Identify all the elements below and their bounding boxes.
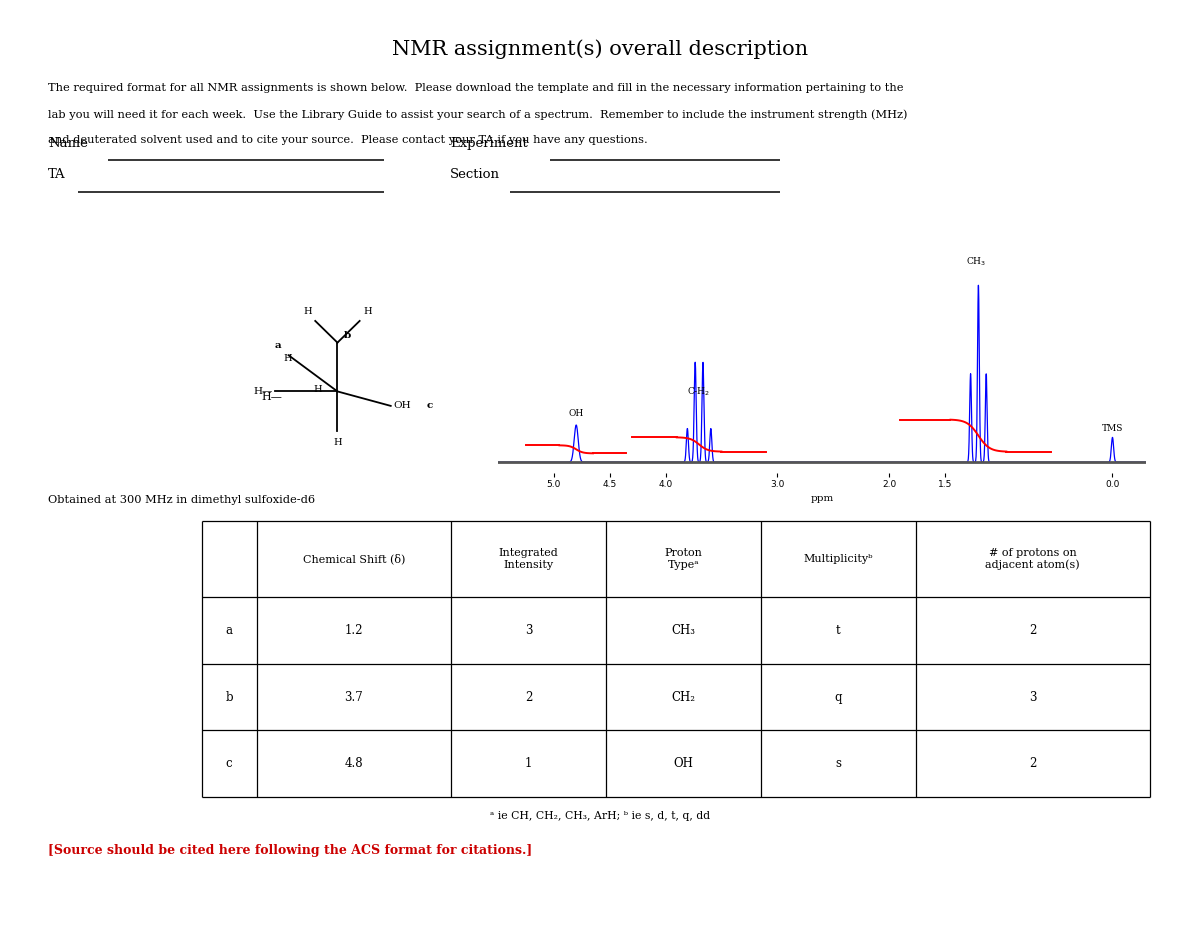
Text: s: s	[835, 757, 841, 770]
Text: Section: Section	[450, 168, 500, 181]
Text: a: a	[274, 341, 281, 349]
Text: # of protons on
adjacent atom(s): # of protons on adjacent atom(s)	[985, 548, 1080, 570]
Text: 4.8: 4.8	[344, 757, 364, 770]
Text: H: H	[304, 307, 312, 315]
Text: OH: OH	[569, 409, 584, 418]
Text: 1: 1	[524, 757, 533, 770]
Text: 2: 2	[1030, 757, 1037, 770]
Text: t: t	[836, 624, 841, 637]
Text: b: b	[226, 691, 233, 704]
Text: TMS: TMS	[1102, 424, 1123, 433]
Text: Obtained at 300 MHz in dimethyl sulfoxide-d6: Obtained at 300 MHz in dimethyl sulfoxid…	[48, 495, 316, 505]
Text: Chemical Shift (δ): Chemical Shift (δ)	[302, 553, 406, 565]
Text: CH$_3$: CH$_3$	[966, 255, 986, 268]
Text: 2: 2	[1030, 624, 1037, 637]
Text: H: H	[334, 438, 342, 448]
Text: Multiplicityᵇ: Multiplicityᵇ	[804, 554, 874, 564]
Text: NMR assignment(s) overall description: NMR assignment(s) overall description	[392, 39, 808, 58]
Text: 1.2: 1.2	[344, 624, 364, 637]
Text: TA: TA	[48, 168, 66, 181]
Text: ᵃ ie CH, CH₂, CH₃, ArH; ᵇ ie s, d, t, q, dd: ᵃ ie CH, CH₂, CH₃, ArH; ᵇ ie s, d, t, q,…	[490, 811, 710, 821]
Text: The required format for all NMR assignments is shown below.  Please download the: The required format for all NMR assignme…	[48, 83, 904, 94]
Text: H—: H—	[262, 392, 282, 401]
Text: H: H	[364, 307, 372, 315]
Text: and deuterated solvent used and to cite your source.  Please contact your TA if : and deuterated solvent used and to cite …	[48, 135, 648, 146]
Text: q: q	[835, 691, 842, 704]
Text: Integrated
Intensity: Integrated Intensity	[499, 548, 558, 570]
Text: 3: 3	[1028, 691, 1037, 704]
Text: OH: OH	[673, 757, 694, 770]
Text: lab you will need it for each week.  Use the Library Guide to assist your search: lab you will need it for each week. Use …	[48, 109, 907, 120]
Text: b: b	[344, 331, 352, 340]
Text: 3: 3	[524, 624, 533, 637]
Text: C-H$_2$: C-H$_2$	[688, 386, 710, 399]
Text: H: H	[283, 354, 292, 363]
Text: H: H	[313, 385, 322, 394]
Text: Name: Name	[48, 137, 88, 150]
Text: OH: OH	[392, 401, 410, 411]
X-axis label: ppm: ppm	[810, 494, 834, 503]
Text: CH₃: CH₃	[672, 624, 696, 637]
Text: c: c	[426, 401, 432, 411]
Text: a: a	[226, 624, 233, 637]
Text: Proton
Typeᵃ: Proton Typeᵃ	[665, 548, 702, 570]
Text: 3.7: 3.7	[344, 691, 364, 704]
Text: Experiment: Experiment	[450, 137, 528, 150]
Text: H—: H—	[253, 387, 274, 396]
Text: 2: 2	[524, 691, 533, 704]
Text: CH₂: CH₂	[672, 691, 696, 704]
Text: c: c	[226, 757, 233, 770]
Text: [Source should be cited here following the ACS format for citations.]: [Source should be cited here following t…	[48, 844, 533, 857]
